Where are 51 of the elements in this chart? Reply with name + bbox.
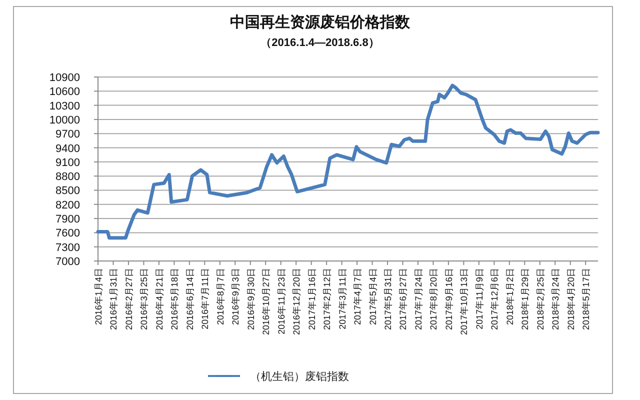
- x-tick-label: 2016年3月25日: [139, 268, 150, 330]
- y-tick-label: 10000: [49, 114, 80, 126]
- legend-label: （机生铝）废铝指数: [250, 370, 349, 383]
- x-tick-label: 2017年3月11日: [337, 268, 348, 330]
- x-tick-label: 2017年9月16日: [444, 268, 454, 330]
- x-tick-label: 2017年8月20日: [428, 268, 439, 330]
- x-tick-label: 2017年1月16日: [306, 268, 317, 330]
- x-tick-label: 2016年4月21日: [154, 268, 164, 330]
- x-tick-label: 2017年11月9日: [474, 268, 484, 330]
- x-tick-label: 2017年10月13日: [459, 268, 470, 336]
- x-tick-label: 2016年1月31日: [108, 268, 119, 330]
- x-tick-label: 2016年5月18日: [170, 268, 180, 330]
- y-tick-label: 7000: [56, 256, 80, 268]
- chart-title: 中国再生资源废铝价格指数: [230, 13, 411, 31]
- y-tick-label: 8200: [56, 199, 80, 212]
- y-tick-label: 8500: [56, 185, 80, 198]
- y-tick-label: 10900: [49, 72, 80, 84]
- x-tick-label: 2016年2月27日: [124, 268, 134, 330]
- chart-subtitle: （2016.1.4—2018.6.8）: [260, 37, 380, 49]
- x-tick-label: 2016年7月11日: [200, 268, 210, 330]
- y-tick-label: 7600: [56, 228, 80, 240]
- x-tick-label: 2017年2月12日: [322, 268, 332, 330]
- x-tick-label: 2016年9月3日: [230, 268, 241, 326]
- x-tick-label: 2016年11月23日: [276, 268, 286, 334]
- x-tick-label: 2018年5月17日: [581, 268, 592, 330]
- x-tick-label: 2017年5月31日: [383, 268, 394, 330]
- y-tick-label: 10600: [49, 86, 80, 98]
- x-tick-label: 2016年10月27日: [261, 268, 272, 336]
- x-tick-label: 2017年5月4日: [368, 268, 378, 326]
- x-tick-label: 2017年12月6日: [490, 268, 500, 330]
- y-tick-label: 9100: [56, 156, 80, 169]
- x-tick-label: 2017年7月24日: [413, 268, 424, 330]
- y-tick-label: 10300: [49, 100, 80, 112]
- x-tick-label: 2017年4月7日: [352, 268, 363, 326]
- x-tick-label: 2016年9月30日: [246, 268, 256, 330]
- y-tick-label: 9700: [56, 128, 80, 141]
- y-tick-label: 8800: [56, 171, 80, 184]
- x-tick-label: 2017年6月27日: [398, 268, 408, 330]
- x-tick-label: 2016年6月14日: [184, 268, 195, 330]
- y-tick-label: 7300: [56, 242, 80, 254]
- x-tick-label: 2016年12月20日: [292, 268, 302, 336]
- x-tick-label: 2018年1月2日: [504, 268, 515, 326]
- x-tick-label: 2016年1月4日: [94, 268, 104, 326]
- y-tick-label: 7900: [56, 214, 80, 226]
- y-tick-label: 9400: [56, 142, 80, 155]
- x-tick-label: 2018年4月20日: [566, 268, 576, 330]
- x-tick-label: 2016年8月7日: [215, 268, 226, 326]
- x-tick-label: 2018年1月29日: [520, 268, 530, 330]
- line-series: [96, 84, 600, 240]
- x-tick-label: 2018年3月24日: [550, 268, 561, 330]
- x-tick-label: 2018年2月25日: [535, 268, 546, 330]
